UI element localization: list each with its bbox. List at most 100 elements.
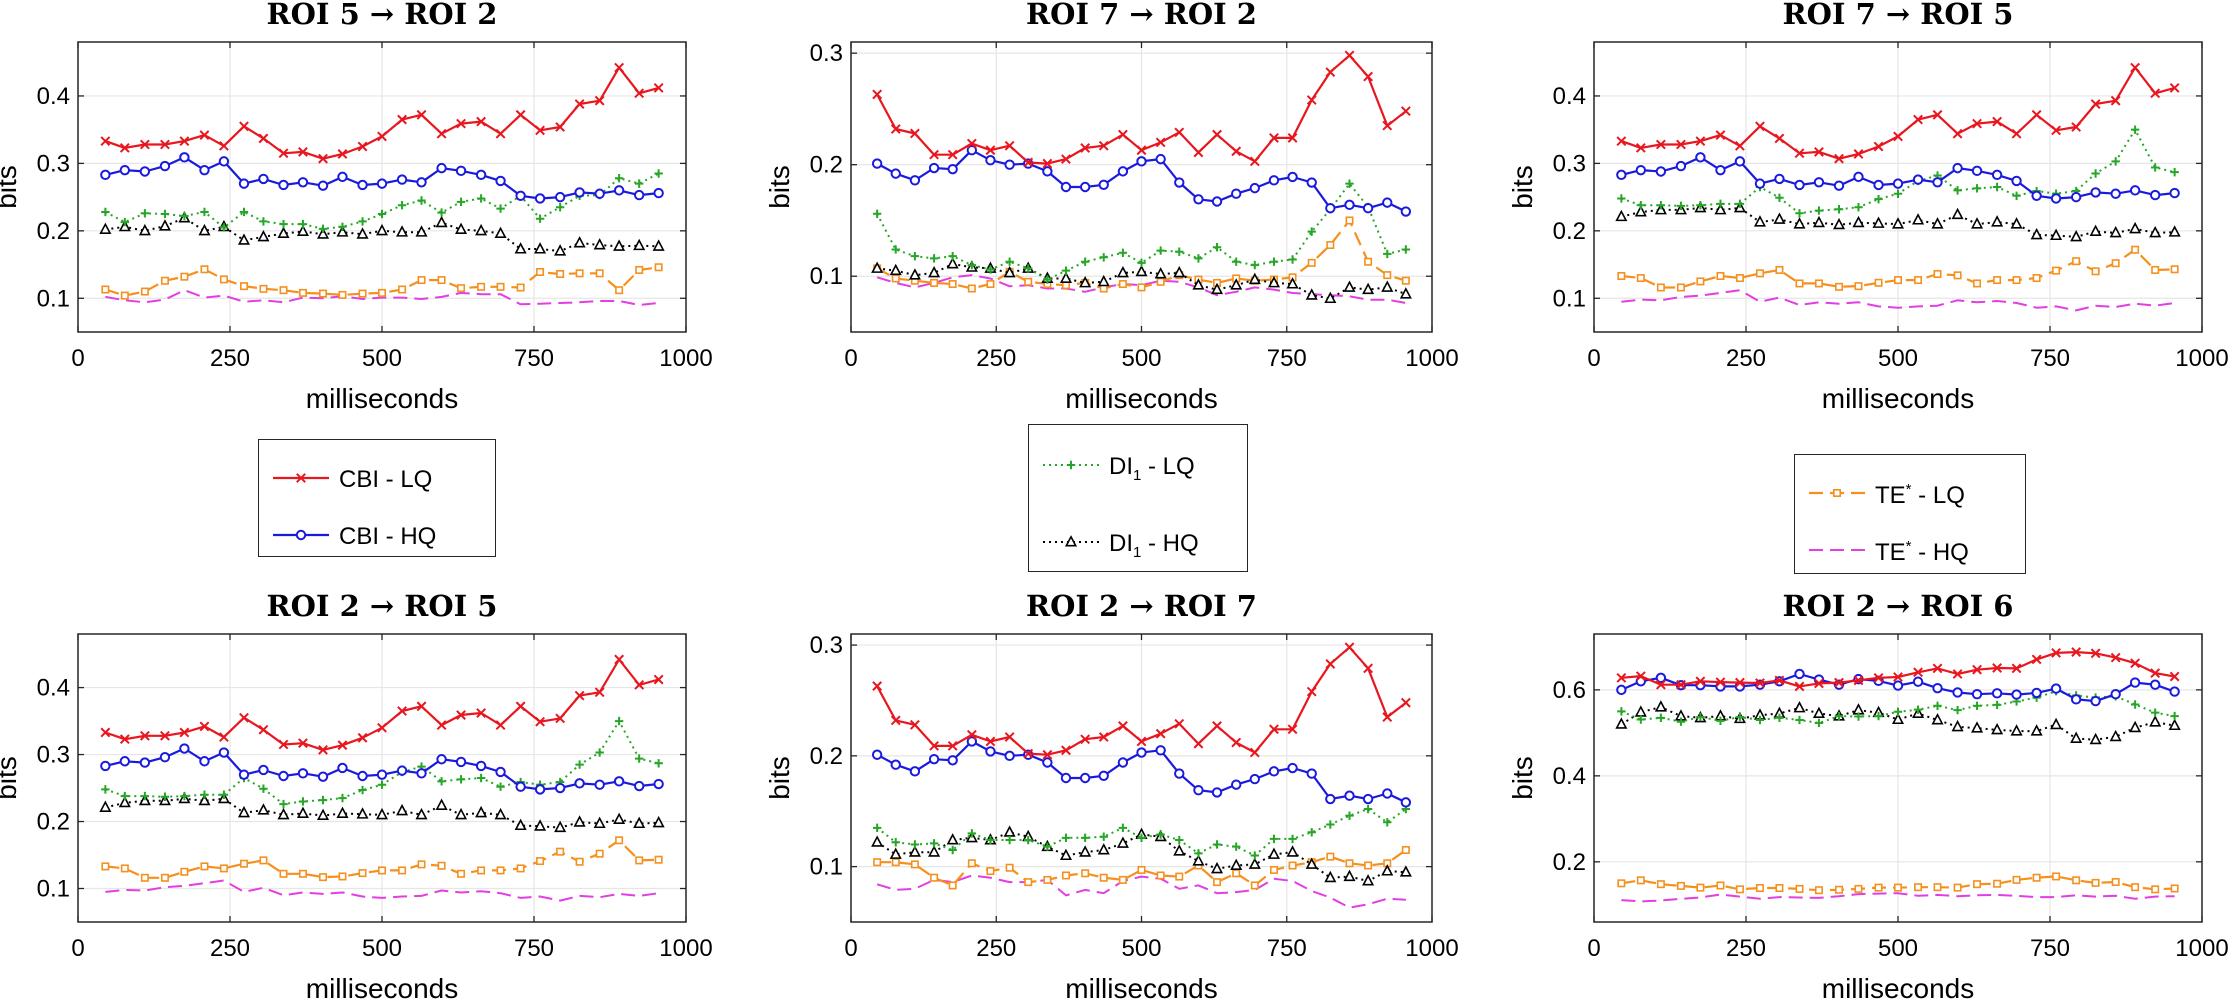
data-point-di1-hq [2129,221,2142,234]
data-point-di1-hq [1852,215,1865,228]
data-point-cbi-hq [633,780,645,792]
data-point-di1-hq [1097,843,1110,855]
data-point-di1-lq [437,777,446,786]
data-point-cbi-hq [376,178,388,189]
data-point-cbi-lq [199,721,210,732]
data-point-te-star-lq [986,867,995,876]
data-point-te-star-lq [1676,881,1685,890]
data-point-cbi-lq [179,136,190,147]
data-point-cbi-lq [219,732,229,743]
data-point-te-star-lq [2032,873,2041,882]
data-point-di1-lq [575,760,584,769]
data-point-te-star-lq [635,265,644,274]
data-point-te-star-lq [536,857,545,866]
data-point-cbi-hq [890,168,901,179]
data-point-di1-lq [1696,201,1705,210]
data-point-di1-hq [415,225,428,237]
data-point-cbi-hq [139,757,151,768]
data-point-di1-lq [614,716,624,726]
data-point-di1-hq [1192,854,1205,866]
data-point-te-star-lq [2111,259,2120,268]
data-point-di1-hq [396,803,409,816]
data-point-di1-lq [1043,275,1052,284]
data-point-cbi-lq [2011,128,2022,139]
data-point-cbi-lq [1249,156,1260,167]
data-point-cbi-lq [2150,88,2161,99]
data-point-di1-lq [358,785,367,795]
data-point-di1-hq [1891,712,1905,725]
data-point-cbi-lq [337,149,348,159]
data-point-di1-lq [1933,701,1942,710]
data-point-di1-hq [1286,277,1299,289]
legend-label: CBI - LQ [339,466,433,493]
series-line-di1-hq [1620,706,2175,741]
data-point-te-star-lq [1953,883,1962,892]
data-point-te-star-lq [1735,885,1744,894]
data-point-di1-lq [1775,713,1784,723]
data-point-di1-lq [1080,833,1090,843]
data-point-cbi-lq [2110,95,2121,106]
data-point-te-star-lq [654,855,663,864]
data-point-cbi-hq [1774,173,1785,185]
data-point-di1-hq [554,820,567,833]
data-point-di1-hq [1267,276,1280,288]
x-tick-label: 1000 [2175,345,2228,372]
data-point-te-star-lq [298,288,307,297]
data-point-di1-lq [1401,245,1411,254]
data-point-te-star-lq [319,873,328,882]
data-point-cbi-hq [1004,750,1015,762]
data-point-di1-hq [1991,722,2004,735]
legend-item-cbi-lq: CBI - LQ [259,458,495,498]
data-point-cbi-lq [574,99,585,109]
data-point-cbi-hq [1794,179,1805,191]
data-point-cbi-hq [554,191,566,203]
series-cbi-lq [872,50,1411,169]
data-point-cbi-hq [396,174,408,185]
data-point-cbi-lq [1952,128,1963,139]
data-point-te-star-lq [437,861,446,870]
data-point-cbi-lq [1155,137,1166,148]
data-point-cbi-hq [100,169,111,181]
data-point-di1-lq [1345,179,1354,188]
data-point-cbi-lq [1992,663,2003,673]
data-point-cbi-hq [966,144,978,156]
data-point-di1-hq [316,808,330,821]
data-point-cbi-hq [238,178,250,189]
data-point-cbi-hq [1098,770,1109,781]
data-point-di1-lq [1656,201,1666,210]
data-point-di1-hq [1362,874,1375,886]
data-point-di1-hq [198,223,211,236]
data-point-di1-lq [377,780,387,789]
data-point-cbi-lq [872,89,883,100]
data-point-cbi-lq [910,719,920,730]
chart-title: ROI 2 → ROI 7 [1026,589,1257,623]
data-point-di1-hq [1991,215,2004,227]
data-point-di1-lq [891,838,900,847]
chart-title: ROI 2 → ROI 5 [267,589,498,623]
data-point-te-star-lq [279,869,288,878]
data-point-di1-hq [1305,857,1318,869]
data-point-di1-hq [2149,225,2162,238]
data-point-cbi-hq [1249,182,1260,194]
data-point-cbi-lq [1774,675,1785,686]
data-point-te-star-lq [398,285,407,294]
data-point-cbi-hq [1174,177,1185,188]
data-point-di1-hq [2129,720,2142,733]
data-point-cbi-lq [2031,109,2042,120]
data-point-di1-hq [2050,717,2063,730]
data-point-cbi-lq [1382,120,1393,131]
data-point-di1-lq [1307,828,1316,837]
data-point-cbi-lq [1932,663,1943,674]
data-point-te-star-lq [1307,258,1316,267]
series-te-star-lq [1617,245,2179,292]
data-point-cbi-lq [139,730,150,741]
data-point-cbi-lq [1972,118,1982,129]
data-point-cbi-hq [1616,684,1627,696]
data-point-cbi-lq [1834,677,1844,688]
data-point-cbi-lq [100,727,111,738]
data-point-di1-lq [279,219,288,229]
data-point-te-star-lq [1156,277,1165,286]
data-point-di1-lq [456,197,466,207]
series-te-star-hq [105,289,659,306]
data-point-cbi-lq [1023,748,1034,759]
